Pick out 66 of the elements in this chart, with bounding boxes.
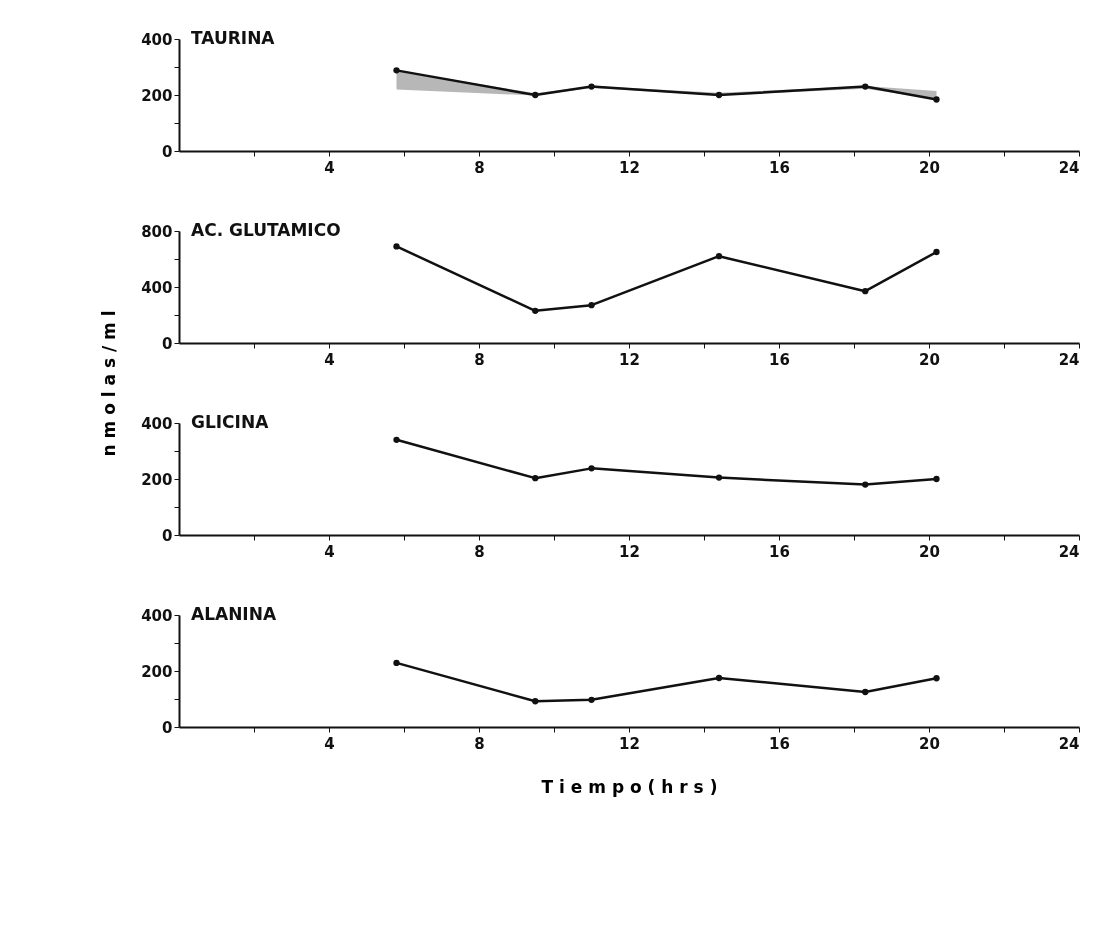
point: [532, 475, 539, 482]
y-axis-title: n m o l a s / m l: [99, 310, 120, 457]
y-tick-label: 400: [141, 414, 173, 433]
point: [715, 674, 723, 682]
x-tick-label: 20: [919, 350, 940, 369]
x-tick-label: 24: [1058, 542, 1080, 561]
x-tick-label: 4: [324, 350, 335, 369]
x-tick-label: 8: [474, 158, 485, 177]
x-tick-label: 4: [324, 734, 335, 753]
x-tick-label: 16: [769, 158, 790, 177]
point: [862, 288, 869, 295]
x-tick-label: 20: [919, 542, 940, 561]
point: [715, 253, 723, 260]
x-tick-label: 12: [619, 734, 640, 753]
y-tick-label: 0: [162, 718, 173, 737]
x-tick-label: 24: [1058, 734, 1080, 753]
chart-title: TAURINA: [191, 28, 276, 48]
x-tick-label: 24: [1058, 158, 1080, 177]
point: [862, 481, 869, 488]
x-tick-label: 4: [324, 158, 335, 177]
x-tick-label: 20: [919, 734, 940, 753]
point: [588, 465, 595, 472]
chart-title: ALANINA: [191, 604, 277, 624]
point: [715, 474, 723, 481]
point: [588, 696, 595, 703]
point: [715, 91, 723, 99]
x-tick-label: 8: [474, 734, 485, 753]
point: [532, 307, 539, 314]
y-tick-label: 0: [162, 334, 173, 353]
point: [588, 302, 595, 309]
x-axis-title: T i e m p o ( h r s ): [541, 776, 718, 797]
x-tick-label: 16: [769, 734, 790, 753]
x-tick-label: 8: [474, 350, 485, 369]
point: [393, 243, 400, 250]
chart-title: AC. GLUTAMICO: [191, 220, 341, 240]
point: [862, 83, 869, 90]
y-tick-label: 200: [141, 86, 173, 105]
point: [532, 91, 539, 99]
point: [393, 436, 400, 443]
y-tick-label: 0: [162, 142, 173, 161]
x-tick-label: 20: [919, 158, 940, 177]
x-tick-label: 16: [769, 542, 790, 561]
y-tick-label: 800: [141, 222, 173, 241]
point: [588, 83, 595, 90]
y-tick-label: 400: [141, 278, 173, 297]
point: [393, 659, 400, 667]
x-tick-label: 4: [324, 542, 335, 561]
y-tick-label: 200: [141, 470, 173, 489]
x-tick-label: 12: [619, 350, 640, 369]
point: [933, 248, 940, 256]
point: [393, 67, 400, 74]
x-tick-label: 8: [474, 542, 485, 561]
point: [933, 475, 940, 483]
y-tick-label: 0: [162, 526, 173, 545]
point: [933, 675, 940, 682]
point: [862, 688, 869, 696]
x-tick-label: 12: [619, 542, 640, 561]
x-tick-label: 24: [1058, 350, 1080, 369]
chart-title: GLICINA: [191, 412, 270, 432]
point: [933, 96, 940, 103]
x-tick-label: 16: [769, 350, 790, 369]
y-tick-label: 400: [141, 30, 173, 49]
x-tick-label: 12: [619, 158, 640, 177]
y-tick-label: 400: [141, 606, 173, 625]
y-tick-label: 200: [141, 662, 173, 681]
point: [532, 698, 539, 705]
